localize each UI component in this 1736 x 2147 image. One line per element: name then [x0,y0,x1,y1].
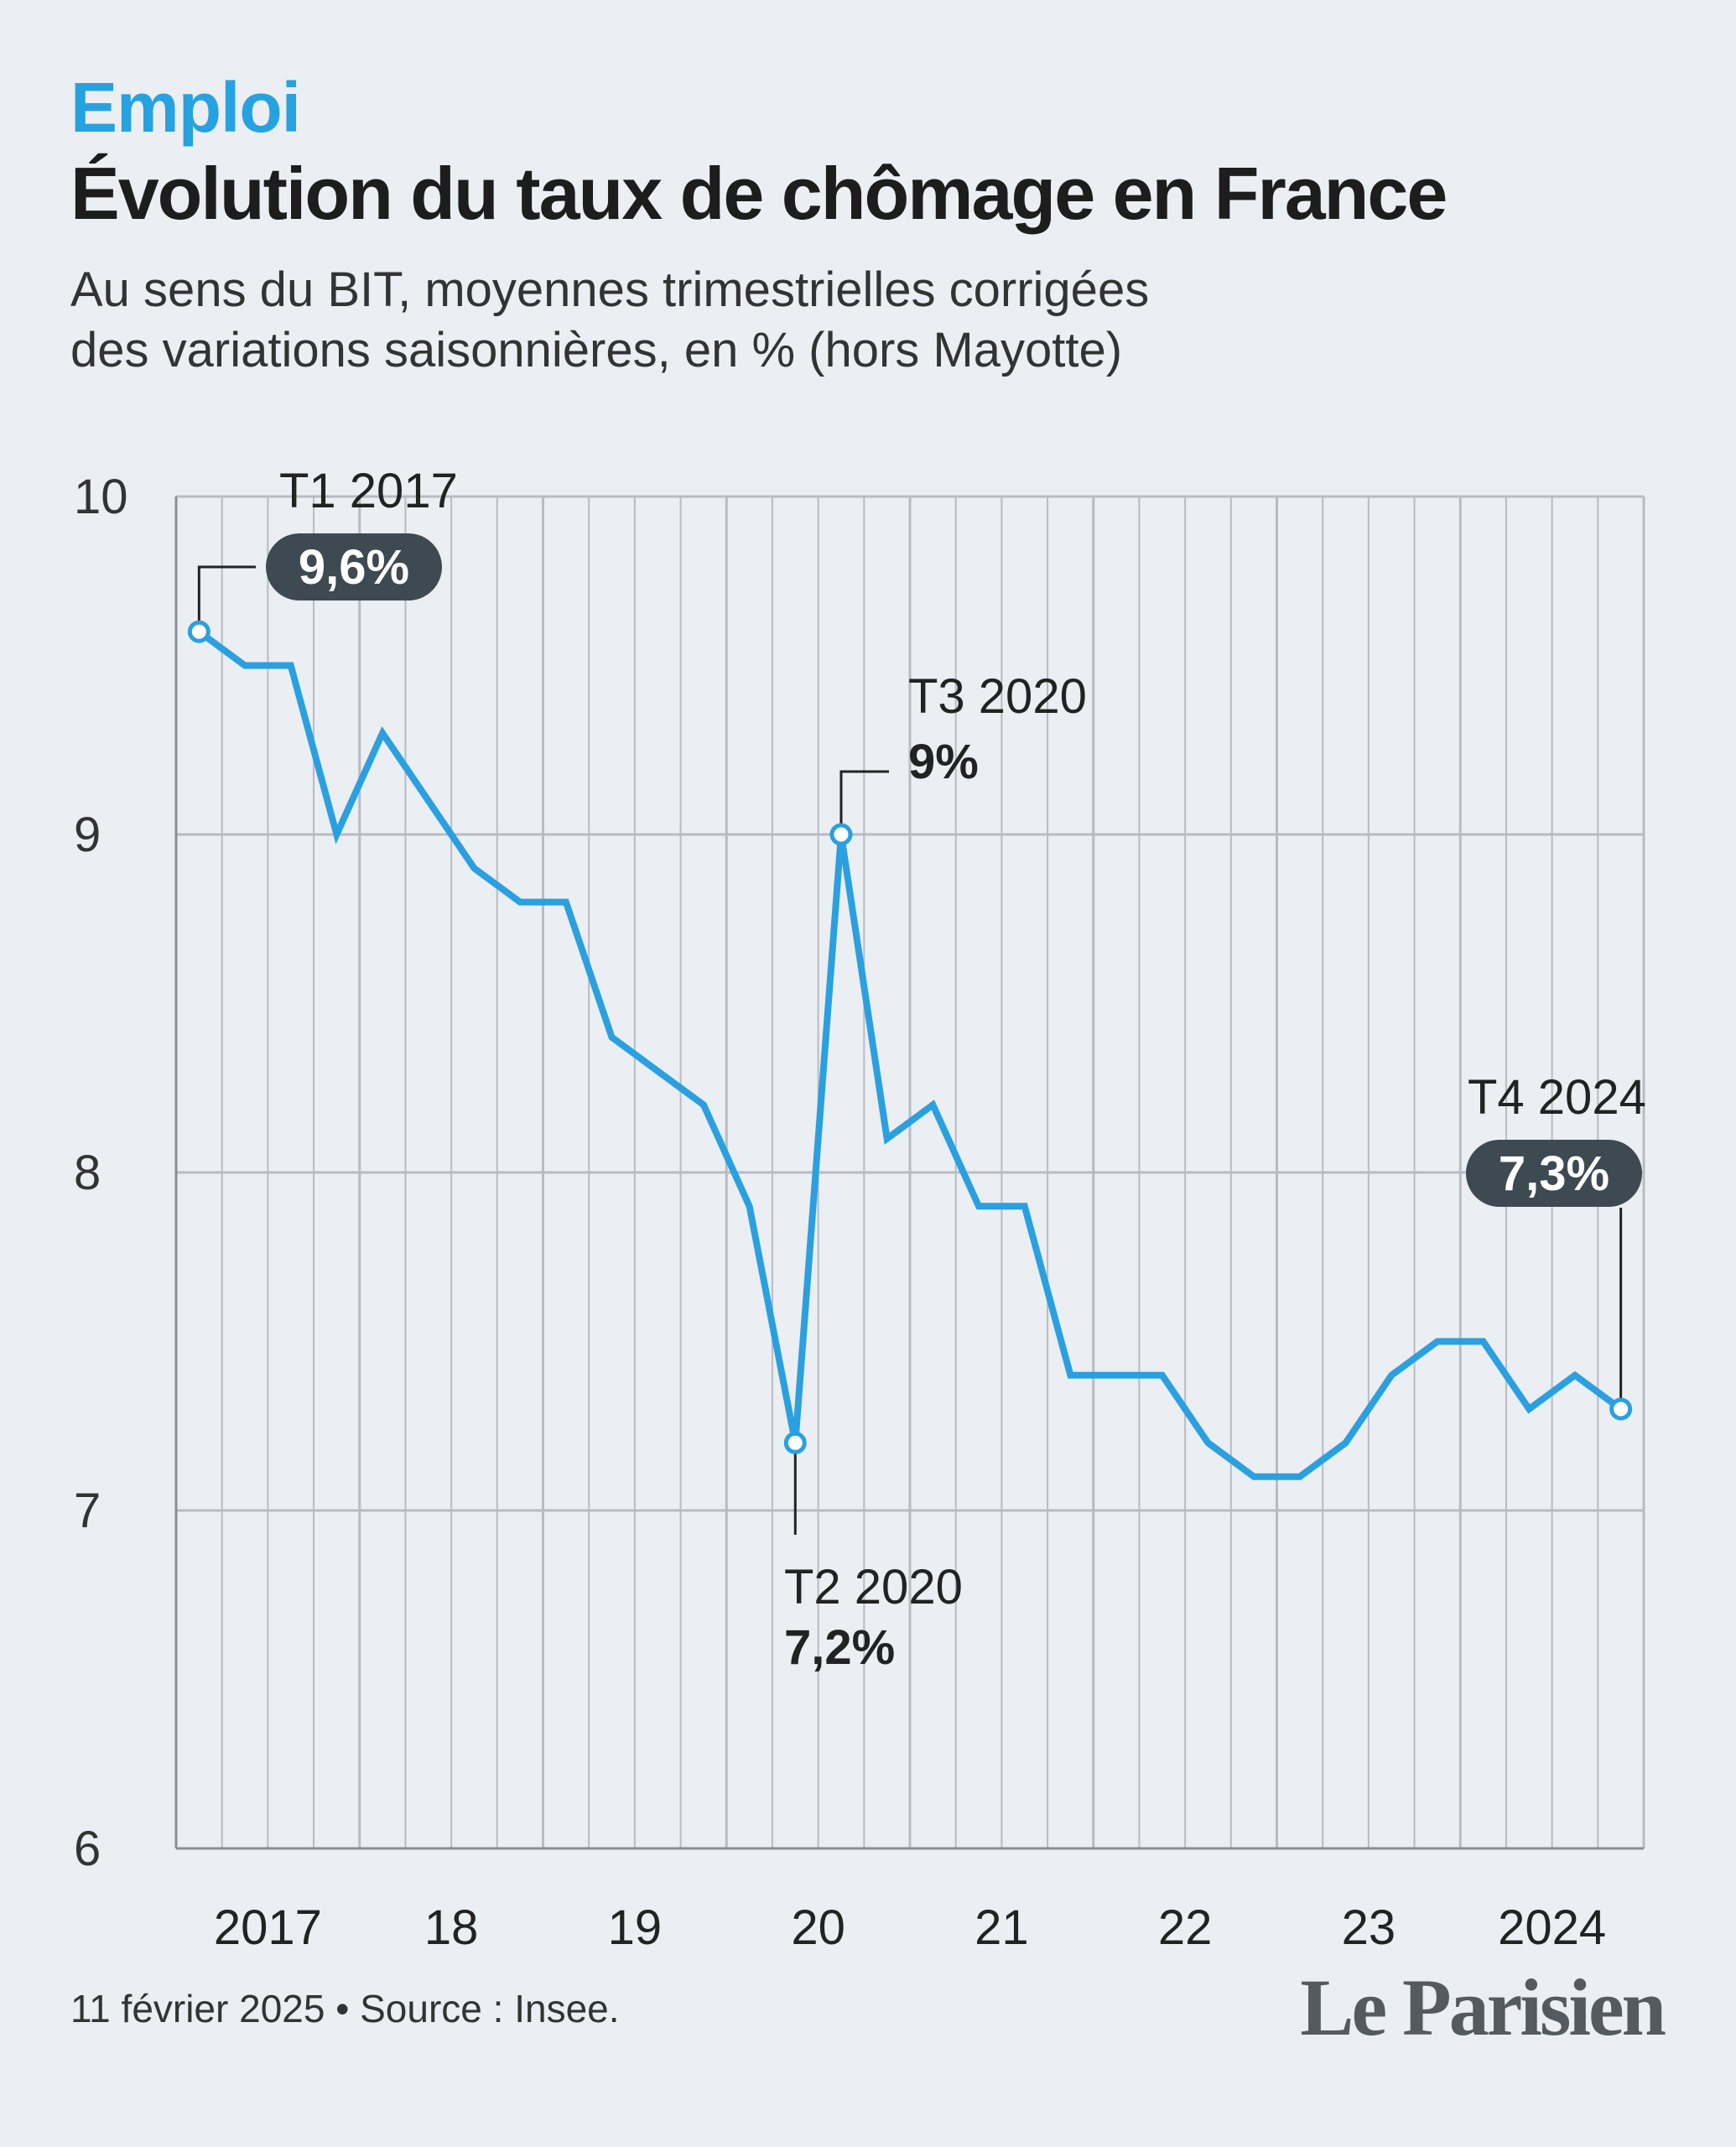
x-tick-label: 22 [1158,1900,1213,1955]
x-tick-label: 20 [791,1900,845,1955]
annotation-marker [187,620,211,643]
y-axis-ticks: 6 7 8 9 10 [74,470,128,1876]
annotation-t1-2017-badge [266,533,442,600]
x-tick-label: 18 [424,1900,479,1955]
annotation-period-t1-2017: T1 2017 [279,464,458,518]
series-line [196,628,1624,1480]
annotation-leader [839,770,889,824]
annotation-period-t4-2024: T4 2024 [1468,1070,1646,1125]
annotation-leader [197,565,256,622]
source-footer: 11 février 2025 • Source : Insee. [70,1987,620,2030]
x-tick-label: 2024 [1498,1900,1606,1955]
annotation-t1-2017-value: 9,6% [299,540,409,595]
annotation-value-t3-2020: 9% [908,735,979,789]
annotation-t4-2024-value: 7,3% [1499,1146,1609,1201]
x-axis-ticks: 2017 18 19 20 21 22 23 2024 [214,1900,1606,1955]
subtitle-line-1: Au sens du BIT, moyennes trimestrielles … [70,263,1150,317]
chart-title: Évolution du taux de chômage en France [70,152,1448,235]
annotation-period-t2-2020: T2 2020 [784,1560,963,1614]
annotations: T1 2017 9,6% T2 2020 7,2% T3 2020 9% T4 2024 7,… [187,464,1646,1675]
x-tick-label: 21 [975,1900,1029,1955]
annotation-period-t3-2020: T3 2020 [908,669,1087,724]
grid [174,495,1645,1850]
x-tick-label: 23 [1342,1900,1396,1955]
y-tick-label: 10 [74,470,128,524]
annotation-value-t2-2020: 7,2% [784,1620,895,1675]
x-tick-label: 2017 [214,1900,322,1955]
annotation-marker [1609,1397,1633,1421]
kicker: Emploi [70,68,301,147]
annotation-marker [783,1431,807,1454]
le-parisien-logo: Le Parisien [1300,1962,1666,2052]
y-tick-label: 8 [74,1146,101,1200]
series-line-group [196,628,1624,1480]
y-tick-label: 6 [74,1822,101,1876]
subtitle-line-2: des variations saisonnières, en % (hors … [70,323,1123,377]
x-tick-label: 19 [608,1900,663,1955]
annotation-t4-2024-badge [1466,1140,1642,1207]
y-tick-label: 7 [74,1484,101,1538]
y-tick-label: 9 [74,808,101,862]
chart-subtitle: Au sens du BIT, moyennes trimestrielles … [70,260,1412,381]
annotation-marker [829,823,853,846]
